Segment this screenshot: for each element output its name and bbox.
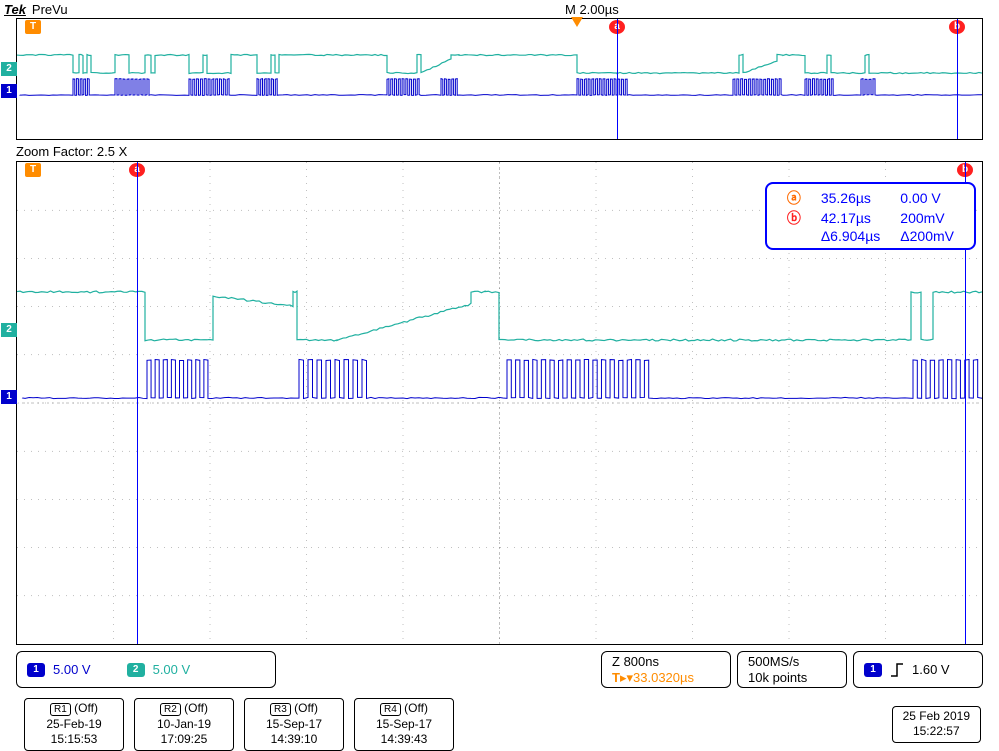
ref-button-r3[interactable]: R3 (Off)15-Sep-1714:39:10: [244, 698, 344, 751]
sample-rate: 500MS/s: [748, 654, 836, 670]
trigger-marker-t: T: [25, 20, 41, 34]
ch1-badge: 1: [27, 663, 45, 677]
trig-arrow-icon: ▸▾: [620, 670, 633, 685]
ref-button-r1[interactable]: R1 (Off)25-Feb-1915:15:53: [24, 698, 124, 751]
tek-logo: Tek: [4, 2, 26, 17]
main-ch1-ground-marker: 1: [1, 390, 17, 404]
bottom-readouts: 1 5.00 V 2 5.00 V Z 800ns T▸▾33.0320µs 5…: [16, 651, 983, 688]
zoom-tb-prefix: Z: [612, 654, 624, 669]
cursor-a-volt: 0.00 V: [890, 188, 964, 208]
main-cursor-a-line[interactable]: [137, 162, 138, 644]
cursor-a-icon: ⓐ: [777, 188, 811, 208]
zoom-timebase-box: Z 800ns T▸▾33.0320µs: [601, 651, 731, 688]
time-label: 15:22:57: [903, 724, 970, 740]
trigger-level: 1.60 V: [912, 662, 950, 677]
rising-edge-icon: [890, 662, 904, 678]
overview-cursor-a-line[interactable]: [617, 19, 618, 139]
cursor-delta-volt: Δ200mV: [890, 228, 964, 244]
trigger-box: 1 1.60 V: [853, 651, 983, 688]
zoom-tb-value: 800ns: [624, 654, 659, 669]
reference-buttons-row: R1 (Off)25-Feb-1915:15:53R2 (Off)10-Jan-…: [24, 698, 999, 751]
channel-scale-box: 1 5.00 V 2 5.00 V: [16, 651, 276, 688]
ref-button-r2[interactable]: R2 (Off)10-Jan-1917:09:25: [134, 698, 234, 751]
main-timebase: M 2.00µs: [565, 2, 619, 17]
trig-t-icon: T: [612, 670, 620, 685]
date-label: 25 Feb 2019: [903, 709, 970, 725]
cursor-b-volt: 200mV: [890, 208, 964, 228]
cursor-b-icon: ⓑ: [777, 208, 811, 228]
trig-delay-value: 33.0320µs: [633, 670, 694, 685]
main-ch2-ground-marker: 2: [1, 323, 17, 337]
cursor-b-time: 42.17µs: [811, 208, 890, 228]
trigger-center-arrow-icon: [571, 17, 583, 27]
main-waveform-panel: T a b 2 1 ⓐ 35.26µs 0.00 V ⓑ 42.17µs 200…: [16, 161, 983, 645]
ch2-ground-marker: 2: [1, 62, 17, 76]
datetime-box: 25 Feb 2019 15:22:57: [892, 706, 981, 743]
trigger-ch-badge: 1: [864, 663, 882, 677]
overview-svg: [17, 19, 982, 139]
ref-button-r4[interactable]: R4 (Off)15-Sep-1714:39:43: [354, 698, 454, 751]
cursor-a-time: 35.26µs: [811, 188, 890, 208]
zoom-factor-label: Zoom Factor: 2.5 X: [16, 144, 999, 159]
ch1-scale: 5.00 V: [53, 662, 91, 677]
main-trigger-marker-t: T: [25, 163, 41, 177]
acquisition-mode: PreVu: [32, 2, 68, 17]
ch2-scale: 5.00 V: [153, 662, 191, 677]
cursor-readout-box: ⓐ 35.26µs 0.00 V ⓑ 42.17µs 200mV Δ6.904µ…: [765, 182, 976, 250]
record-length: 10k points: [748, 670, 836, 686]
acquisition-box: 500MS/s 10k points: [737, 651, 847, 688]
overview-cursor-b-line[interactable]: [957, 19, 958, 139]
ch1-ground-marker: 1: [1, 84, 17, 98]
top-bar: Tek PreVu M 2.00µs: [0, 0, 999, 18]
overview-waveform-panel: T a b 2 1: [16, 18, 983, 140]
cursor-delta-time: Δ6.904µs: [811, 228, 890, 244]
ch2-badge: 2: [127, 663, 145, 677]
